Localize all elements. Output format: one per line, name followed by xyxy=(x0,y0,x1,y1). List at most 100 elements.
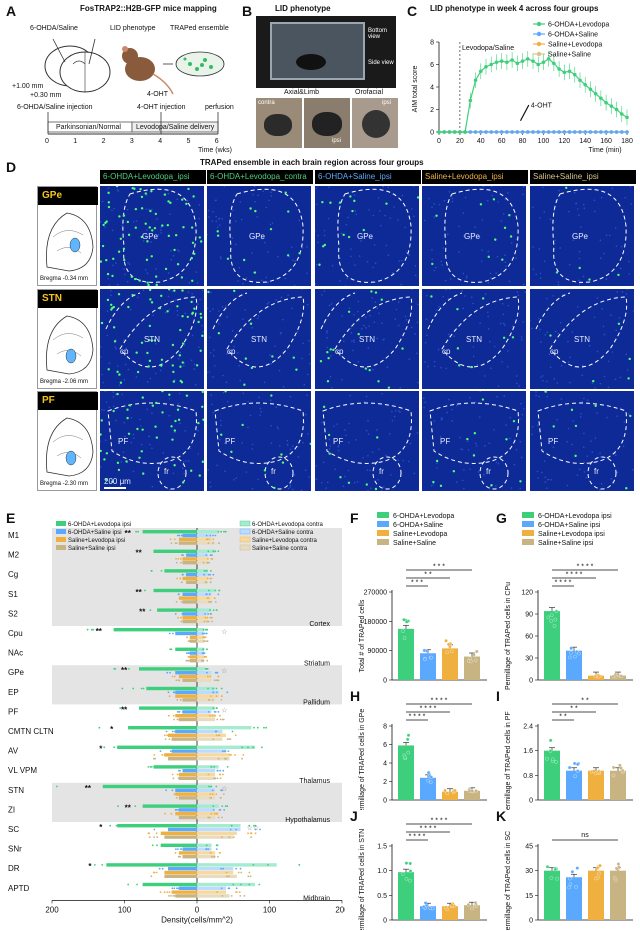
e-point xyxy=(210,855,213,858)
e-point xyxy=(149,609,152,611)
traped-cell xyxy=(140,450,143,453)
e-point xyxy=(166,734,169,737)
e-bar xyxy=(197,843,212,847)
ytick-label: 30 xyxy=(525,868,533,875)
nucleus-dot xyxy=(523,186,525,188)
traped-cell xyxy=(456,347,460,350)
e-point xyxy=(190,656,193,658)
traped-cell xyxy=(140,207,144,210)
c-legend-dot xyxy=(536,21,542,27)
e-bar xyxy=(178,537,197,541)
micrograph-svg xyxy=(422,391,526,491)
inner-label-cp: cp xyxy=(550,347,559,356)
e-bar xyxy=(197,788,216,792)
nucleus-dot xyxy=(546,331,549,334)
traped-cell xyxy=(101,244,105,248)
c-point xyxy=(546,57,551,61)
traped-cell xyxy=(134,226,137,229)
nucleus-dot xyxy=(544,476,547,479)
bottom-view-label: Bottom view xyxy=(368,28,388,40)
e-region-label-NAc: NAc xyxy=(8,649,23,658)
traped-cell xyxy=(588,278,591,281)
nucleus-dot xyxy=(522,283,525,286)
nucleus-dot xyxy=(130,416,133,419)
micro-bg xyxy=(422,391,526,491)
traped-cell xyxy=(103,458,106,461)
traped-cell xyxy=(130,275,133,278)
e-point xyxy=(215,734,218,737)
e-point xyxy=(206,675,209,678)
data-point xyxy=(466,902,471,907)
nucleus-dot xyxy=(219,438,221,441)
traped-cell xyxy=(329,348,332,351)
traped-cell xyxy=(574,454,577,458)
nucleus-dot xyxy=(108,362,111,365)
traped-cell xyxy=(224,391,227,393)
traped-cell xyxy=(226,257,230,261)
e-bar xyxy=(182,855,197,859)
bar-3 xyxy=(610,870,626,920)
nucleus-dot xyxy=(391,419,394,422)
nucleus-dot xyxy=(536,470,539,473)
nucleus-dot xyxy=(100,466,102,468)
c-point xyxy=(531,59,535,63)
e-point xyxy=(178,597,181,599)
nucleus-dot xyxy=(196,282,199,284)
nucleus-dot xyxy=(142,289,145,291)
e-bar xyxy=(197,870,234,875)
traped-cell xyxy=(149,298,152,301)
c-ytick-label: 8 xyxy=(430,40,434,47)
nucleus-dot xyxy=(578,250,581,253)
nucleus-dot xyxy=(614,454,617,456)
nucleus-dot xyxy=(397,459,400,461)
atlas-section xyxy=(46,417,94,477)
e-point xyxy=(161,844,164,847)
e-point xyxy=(175,601,178,603)
traped-cell xyxy=(281,461,285,464)
nucleus-dot xyxy=(535,391,537,393)
nucleus-dot xyxy=(242,282,244,285)
sig-label: * * xyxy=(570,706,578,713)
traped-cell xyxy=(150,255,153,258)
e-region-label-M1: M1 xyxy=(8,531,20,540)
e-point xyxy=(173,675,176,678)
nucleus-dot xyxy=(607,360,610,363)
nucleus-dot xyxy=(546,297,548,300)
nucleus-dot xyxy=(178,392,181,395)
e-bar xyxy=(164,870,197,875)
traped-cell xyxy=(253,271,257,274)
data-point xyxy=(549,613,554,618)
e-bar xyxy=(178,596,197,600)
nucleus-dot xyxy=(257,317,259,320)
traped-cell xyxy=(269,227,273,231)
c-point xyxy=(604,130,608,134)
traped-cell xyxy=(271,355,274,358)
e-sig-ipsi: * xyxy=(88,862,92,871)
nucleus-dot xyxy=(157,233,160,236)
e-bar xyxy=(113,628,197,632)
e-point xyxy=(180,675,183,678)
e-bar xyxy=(197,651,205,655)
nucleus-dot xyxy=(431,206,433,209)
region-outline xyxy=(107,402,197,464)
micro-bg xyxy=(530,186,634,286)
c-xlabel: Time (min) xyxy=(588,147,621,154)
e-bar xyxy=(160,831,197,835)
nucleus-dot xyxy=(108,284,111,286)
data-point xyxy=(611,674,616,679)
c-4oht-arrow xyxy=(519,104,530,122)
nucleus-dot xyxy=(207,469,209,471)
e-point xyxy=(180,789,183,792)
data-point xyxy=(467,789,472,793)
nucleus-dot xyxy=(294,260,297,262)
region-tag-STN: STN xyxy=(38,290,98,308)
traped-cell xyxy=(505,438,508,441)
nucleus-dot xyxy=(377,197,380,199)
nucleus-dot xyxy=(516,291,519,293)
nucleus-dot xyxy=(231,209,234,212)
traped-cell xyxy=(435,459,439,463)
e-bar xyxy=(197,717,216,722)
e-bar xyxy=(182,769,197,773)
c-point xyxy=(520,130,525,134)
